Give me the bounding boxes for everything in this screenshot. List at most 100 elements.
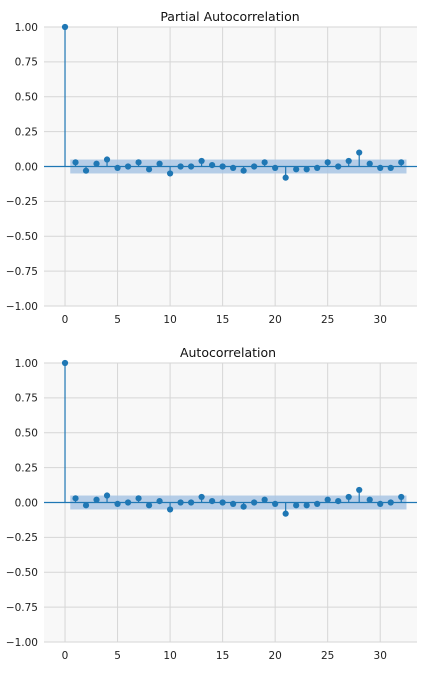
- stem-marker: [124, 163, 132, 170]
- stem-marker: [398, 159, 405, 166]
- stem-marker: [124, 499, 132, 506]
- chart-title: Partial Autocorrelation: [160, 9, 299, 24]
- y-tick-label: 1.00: [15, 22, 38, 34]
- stem-marker: [93, 160, 100, 167]
- y-tick-label: −0.25: [6, 196, 38, 208]
- stem-marker: [135, 495, 142, 502]
- stem-marker: [398, 493, 405, 501]
- x-tick-label: 10: [163, 650, 176, 662]
- stem-marker: [135, 159, 142, 166]
- y-tick-label: −0.50: [6, 231, 38, 243]
- stem-marker: [377, 500, 384, 507]
- stem-marker: [314, 164, 321, 171]
- y-tick-label: 0.50: [15, 92, 38, 104]
- stem-marker: [114, 164, 121, 171]
- y-tick-label: −0.25: [6, 532, 38, 544]
- y-tick-label: 0.75: [15, 57, 38, 69]
- stem-marker: [335, 498, 342, 505]
- stem-marker: [209, 498, 216, 505]
- y-tick-label: 0.25: [15, 462, 38, 474]
- y-tick-label: −0.50: [6, 567, 38, 579]
- stem-marker: [261, 159, 268, 166]
- x-tick-label: 15: [216, 650, 229, 662]
- y-tick-label: −1.00: [6, 637, 38, 649]
- y-tick-label: 0.50: [15, 428, 38, 440]
- stem-marker: [366, 160, 373, 167]
- stem-marker: [61, 23, 69, 31]
- stem-marker: [61, 359, 69, 367]
- stem-marker: [198, 157, 205, 165]
- stem-marker: [356, 486, 363, 494]
- x-tick-label: 0: [62, 314, 69, 326]
- y-tick-label: 1.00: [15, 358, 38, 370]
- x-tick-label: 20: [268, 314, 281, 326]
- stem-marker: [377, 164, 384, 171]
- chart-title: Autocorrelation: [180, 345, 276, 360]
- y-tick-label: 0.00: [15, 497, 38, 509]
- stem-marker: [240, 503, 247, 510]
- x-tick-label: 30: [374, 314, 387, 326]
- acf-chart: 1.00 0.75 0.50 0.25 0.00 −0.25 −0.50 −0.75 −1.00…: [6, 345, 417, 662]
- x-tick-label: 5: [114, 314, 121, 326]
- stem-marker: [156, 498, 163, 505]
- stem-marker: [293, 166, 300, 173]
- stem-marker: [103, 492, 111, 499]
- stem-marker: [230, 500, 237, 507]
- y-tick-label: 0.75: [15, 393, 38, 405]
- stem-marker: [114, 500, 121, 507]
- stem-marker: [356, 149, 363, 156]
- x-tick-label: 30: [374, 650, 387, 662]
- stem-marker: [345, 157, 352, 165]
- stem-marker: [82, 502, 90, 509]
- x-tick-label: 20: [268, 650, 281, 662]
- stem-marker: [303, 166, 310, 173]
- stem-marker: [219, 163, 226, 170]
- stem-marker: [345, 493, 352, 501]
- stem-marker: [156, 160, 163, 167]
- y-tick-label: −1.00: [6, 301, 38, 313]
- stem-marker: [272, 500, 279, 507]
- stem-marker: [261, 496, 268, 503]
- stem-marker: [272, 164, 279, 171]
- stem-marker: [314, 500, 321, 507]
- stem-marker: [145, 166, 153, 173]
- stem-marker: [198, 493, 205, 501]
- y-tick-label: 0.00: [15, 161, 38, 173]
- stem-marker: [324, 159, 331, 166]
- stem-marker: [324, 496, 331, 503]
- stem-marker: [230, 164, 237, 171]
- stem-marker: [366, 496, 373, 503]
- x-tick-label: 10: [163, 314, 176, 326]
- stem-marker: [251, 499, 258, 506]
- stem-marker: [187, 499, 195, 506]
- stem-marker: [282, 510, 289, 517]
- x-tick-label: 25: [321, 650, 334, 662]
- stem-marker: [293, 502, 300, 509]
- stem-marker: [177, 499, 184, 506]
- stem-marker: [240, 167, 247, 174]
- x-tick-label: 5: [114, 650, 121, 662]
- stem-marker: [103, 156, 111, 163]
- x-tick-label: 0: [62, 650, 69, 662]
- y-tick-label: 0.25: [15, 126, 38, 138]
- y-tick-label: −0.75: [6, 602, 38, 614]
- stem-marker: [145, 502, 153, 509]
- stem-marker: [177, 163, 184, 170]
- stem-marker: [387, 164, 394, 171]
- stem-marker: [303, 502, 310, 509]
- stem-marker: [72, 495, 79, 502]
- stem-marker: [335, 163, 342, 170]
- y-tick-label: −0.75: [6, 266, 38, 278]
- stem-marker: [166, 170, 174, 177]
- stem-marker: [282, 174, 289, 181]
- stem-marker: [187, 163, 195, 170]
- x-tick-label: 15: [216, 314, 229, 326]
- stem-marker: [219, 499, 226, 506]
- stem-marker: [251, 163, 258, 170]
- stem-marker: [209, 162, 216, 169]
- stem-marker: [93, 496, 100, 503]
- stem-marker: [387, 499, 394, 506]
- pacf-chart: 1.00 0.75 0.50 0.25 0.00 −0.25 −0.50 −0.75 −1.00…: [6, 9, 417, 326]
